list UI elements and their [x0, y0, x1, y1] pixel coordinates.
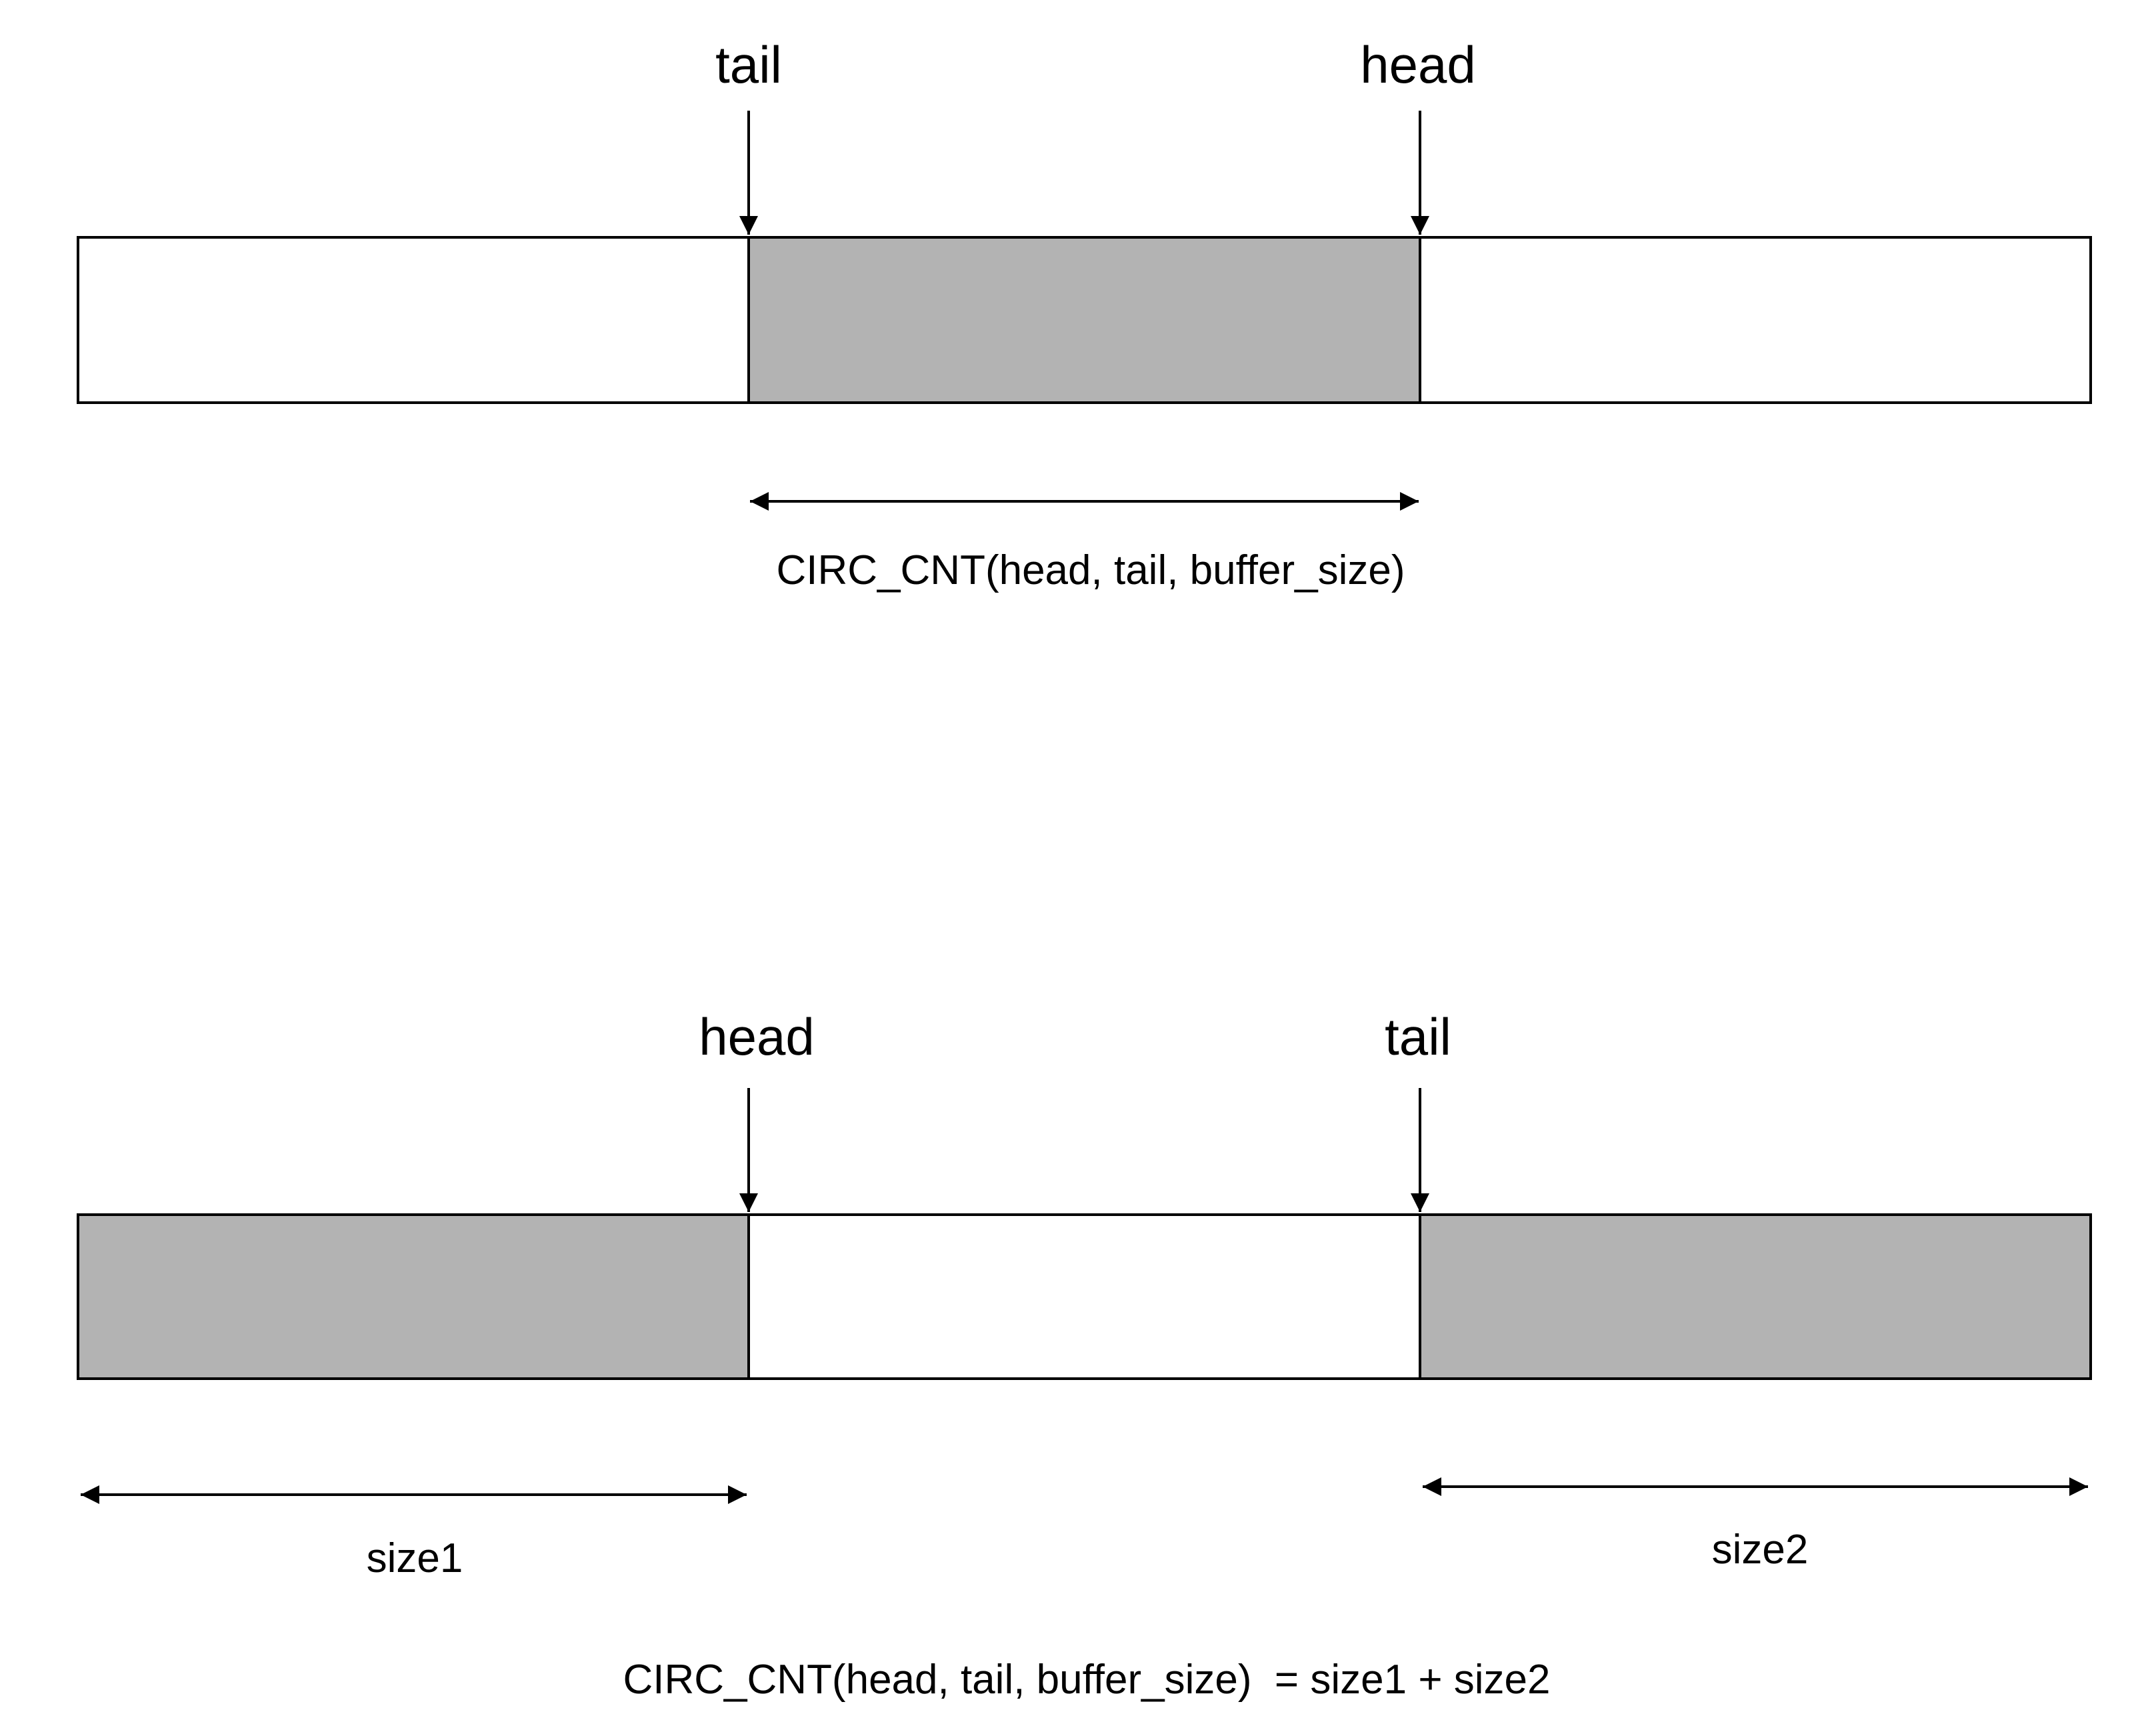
bottom-buffer: head tail size1 size2 CIRC_CNT(head, tai…	[77, 1007, 2092, 1703]
top-segment-right	[1419, 236, 2092, 404]
bottom-count-formula: CIRC_CNT(head, tail, buffer_size) = size…	[623, 1657, 1550, 1703]
size1-label: size1	[367, 1535, 463, 1581]
bottom-segment-middle	[747, 1213, 1421, 1380]
bottom-pointer-label-right: tail	[1385, 1007, 1451, 1066]
bottom-pointer-label-left: head	[699, 1007, 815, 1066]
top-pointer-label-left: tail	[715, 35, 782, 94]
bottom-segment-left	[77, 1213, 750, 1380]
top-segment-left	[77, 236, 750, 404]
top-buffer: tail head CIRC_CNT(head, tail, buffer_si…	[77, 35, 2092, 593]
top-count-label: CIRC_CNT(head, tail, buffer_size)	[777, 547, 1405, 593]
size2-label: size2	[1712, 1527, 1809, 1573]
top-segment-middle	[747, 236, 1421, 404]
top-pointer-label-right: head	[1360, 35, 1476, 94]
bottom-segment-right	[1419, 1213, 2092, 1380]
